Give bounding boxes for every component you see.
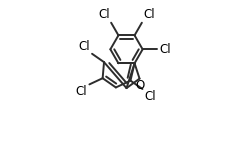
Text: Cl: Cl <box>159 43 170 56</box>
Text: Cl: Cl <box>144 90 155 103</box>
Text: Cl: Cl <box>142 8 154 21</box>
Text: Cl: Cl <box>78 40 90 53</box>
Text: Cl: Cl <box>98 8 110 21</box>
Text: Cl: Cl <box>76 85 87 98</box>
Text: O: O <box>134 79 144 92</box>
